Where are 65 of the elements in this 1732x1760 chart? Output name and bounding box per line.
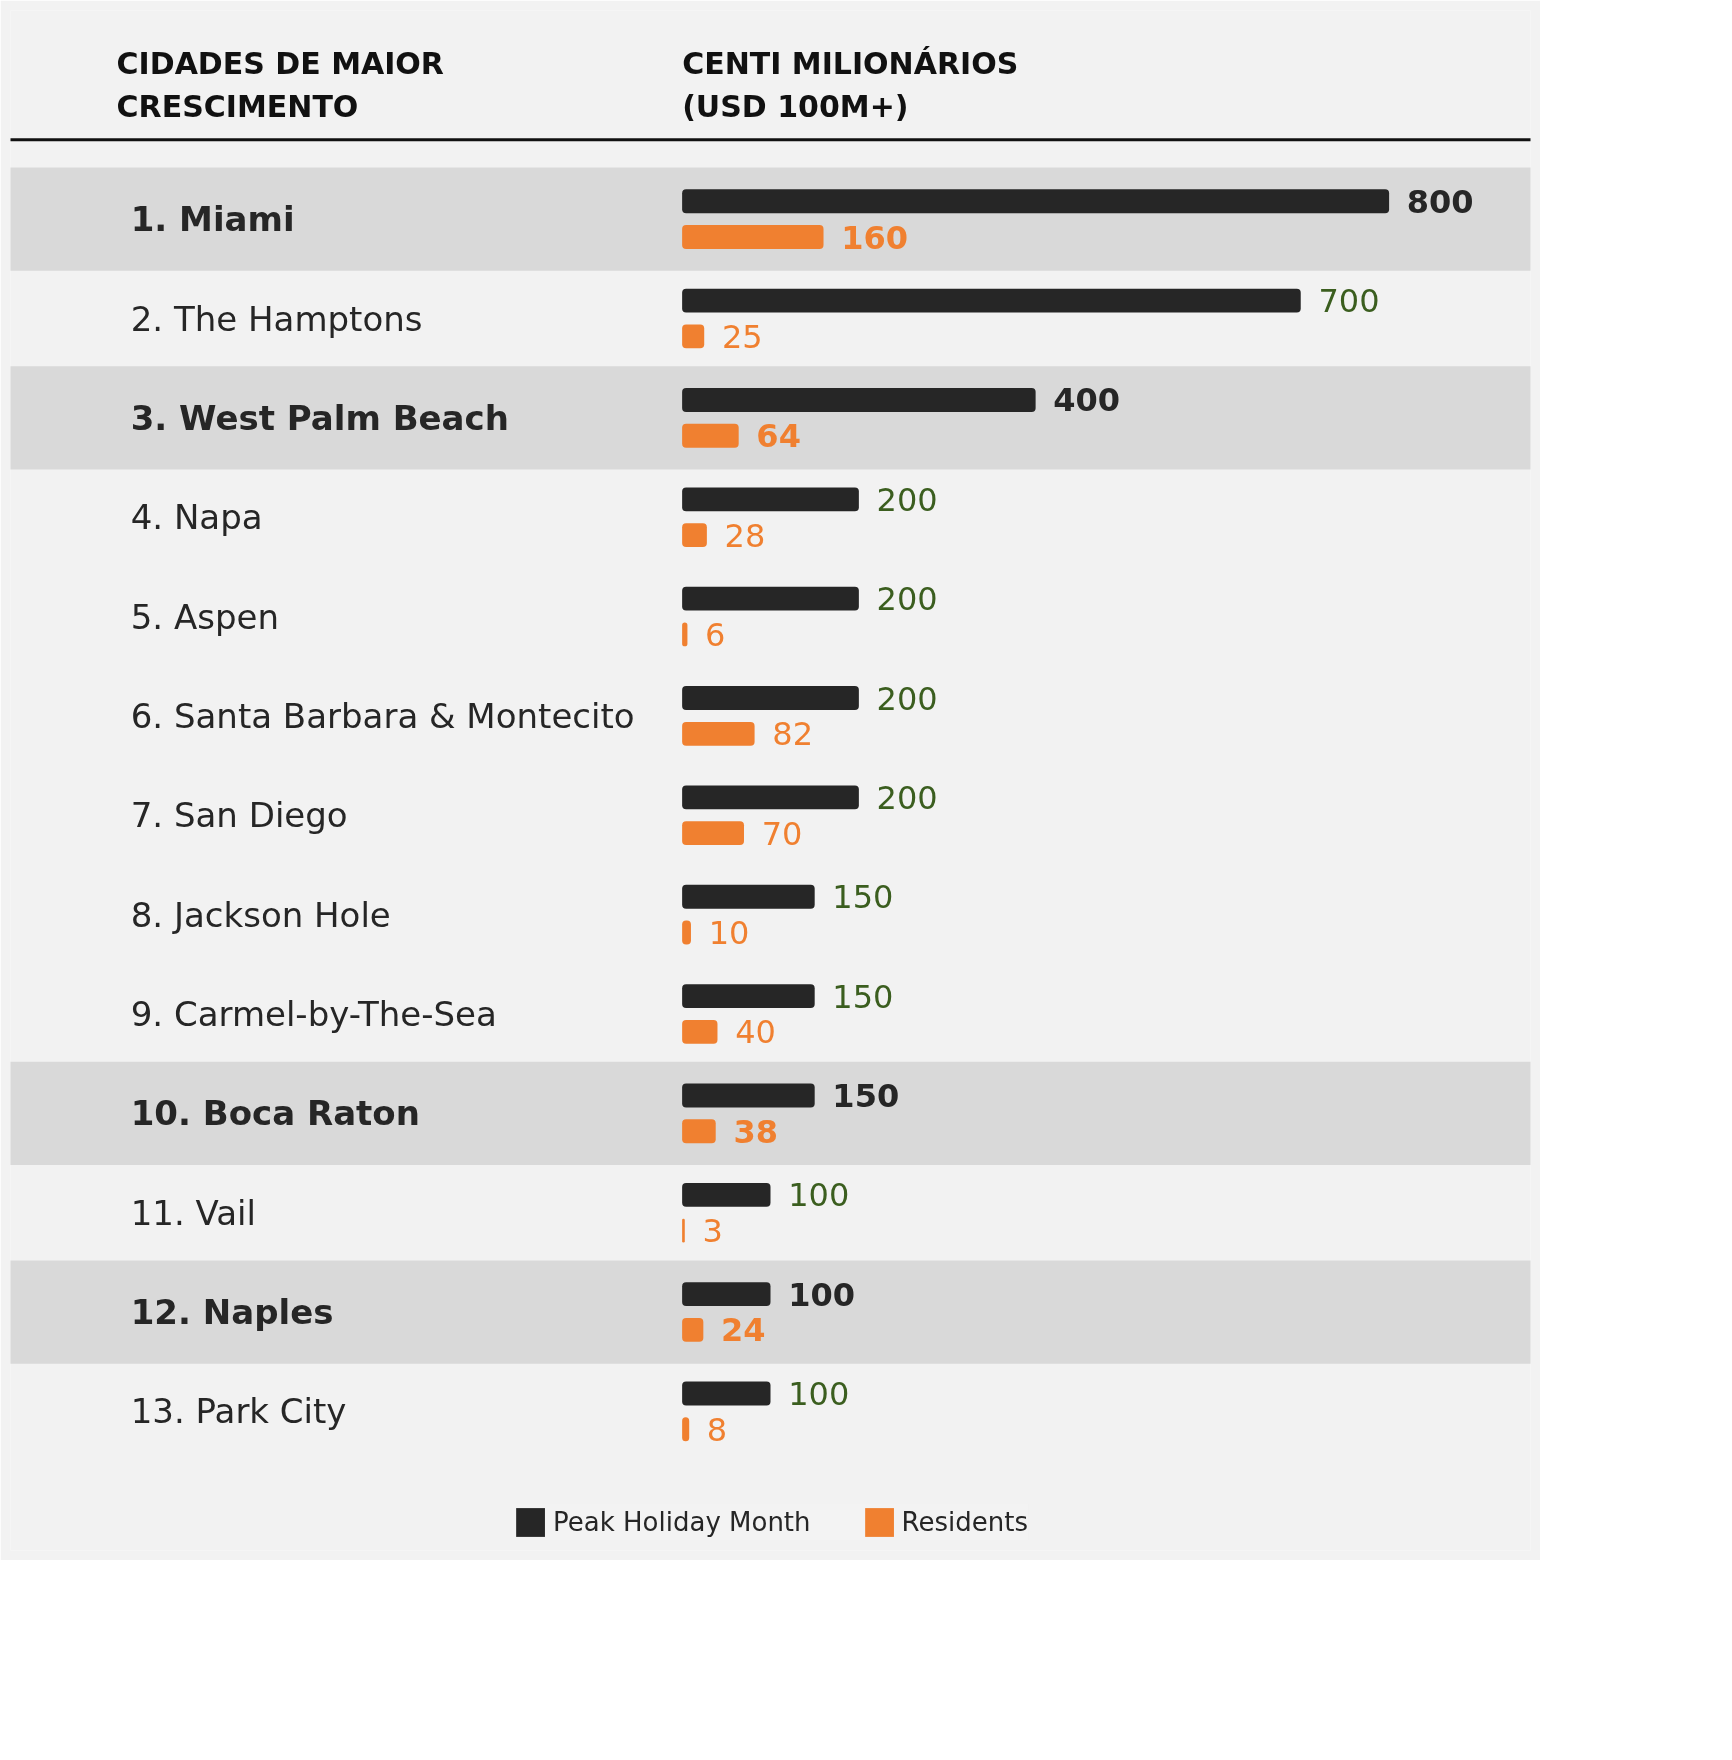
legend-label: Residents xyxy=(901,1507,1028,1537)
data-label: 200 xyxy=(876,480,938,519)
data-label: 38 xyxy=(733,1112,778,1151)
data-label: 100 xyxy=(788,1375,850,1414)
y-tick-label: 13. Park City xyxy=(130,1391,347,1432)
bar xyxy=(682,189,1390,214)
bar xyxy=(682,821,744,846)
data-label: 28 xyxy=(724,516,766,555)
data-label: 82 xyxy=(772,715,813,754)
data-label: 40 xyxy=(735,1013,776,1052)
legend-label: Peak Holiday Month xyxy=(553,1507,811,1537)
data-label: 150 xyxy=(832,878,894,917)
data-label: 10 xyxy=(708,914,750,953)
data-label: 200 xyxy=(876,679,938,718)
bar xyxy=(682,423,739,448)
y-tick-label: 5. Aspen xyxy=(130,596,279,637)
data-label: 200 xyxy=(876,778,938,817)
data-label: 24 xyxy=(721,1311,766,1350)
y-tick-label: 9. Carmel-by-The-Sea xyxy=(130,993,497,1034)
y-tick-label: 3. West Palm Beach xyxy=(130,397,509,438)
y-tick-label: 2. The Hamptons xyxy=(130,298,423,339)
y-tick-label: 7. San Diego xyxy=(130,795,348,836)
data-label: 6 xyxy=(705,615,726,654)
bar xyxy=(682,1182,771,1207)
bar xyxy=(682,686,859,710)
bar xyxy=(682,721,755,746)
bar xyxy=(682,1318,704,1342)
data-label: 150 xyxy=(832,977,894,1016)
bar xyxy=(682,523,707,548)
data-label: 25 xyxy=(721,317,763,356)
y-tick-label: 12. Naples xyxy=(130,1292,334,1333)
bar xyxy=(682,288,1301,313)
bar xyxy=(682,586,859,611)
data-label: 8 xyxy=(706,1410,728,1449)
bar xyxy=(682,785,859,810)
bar xyxy=(682,487,859,512)
y-tick-label: 10. Boca Raton xyxy=(130,1093,420,1134)
data-label: 160 xyxy=(841,218,908,257)
y-tick-label: 1. Miami xyxy=(130,199,295,240)
x-axis-title: CENTI MILIONÁRIOS (USD 100M+) xyxy=(682,45,1019,125)
y-tick-label: 11. Vail xyxy=(130,1192,256,1233)
bar xyxy=(682,884,815,909)
data-label: 64 xyxy=(756,417,801,456)
bar xyxy=(682,1119,716,1144)
bar xyxy=(682,1381,771,1406)
y-tick-label: 4. Napa xyxy=(130,497,263,538)
data-label: 700 xyxy=(1318,282,1380,321)
bar xyxy=(682,984,815,1009)
y-axis-title: CIDADES DE MAIOR CRESCIMENTO xyxy=(116,45,444,125)
bar xyxy=(682,388,1036,412)
bar xyxy=(682,1019,718,1044)
data-label: 800 xyxy=(1406,182,1474,221)
y-tick-label: 6. Santa Barbara & Montecito xyxy=(130,695,635,736)
bar xyxy=(682,324,705,349)
bar xyxy=(682,1282,771,1307)
bar xyxy=(682,225,824,249)
data-label: 100 xyxy=(788,1275,855,1314)
data-label: 100 xyxy=(788,1176,850,1215)
data-label: 200 xyxy=(876,580,938,619)
data-label: 70 xyxy=(761,814,803,853)
bar xyxy=(682,1083,815,1108)
data-label: 150 xyxy=(832,1076,900,1115)
data-label: 400 xyxy=(1053,381,1121,420)
y-tick-label: 8. Jackson Hole xyxy=(130,894,391,935)
data-label: 3 xyxy=(702,1212,723,1251)
